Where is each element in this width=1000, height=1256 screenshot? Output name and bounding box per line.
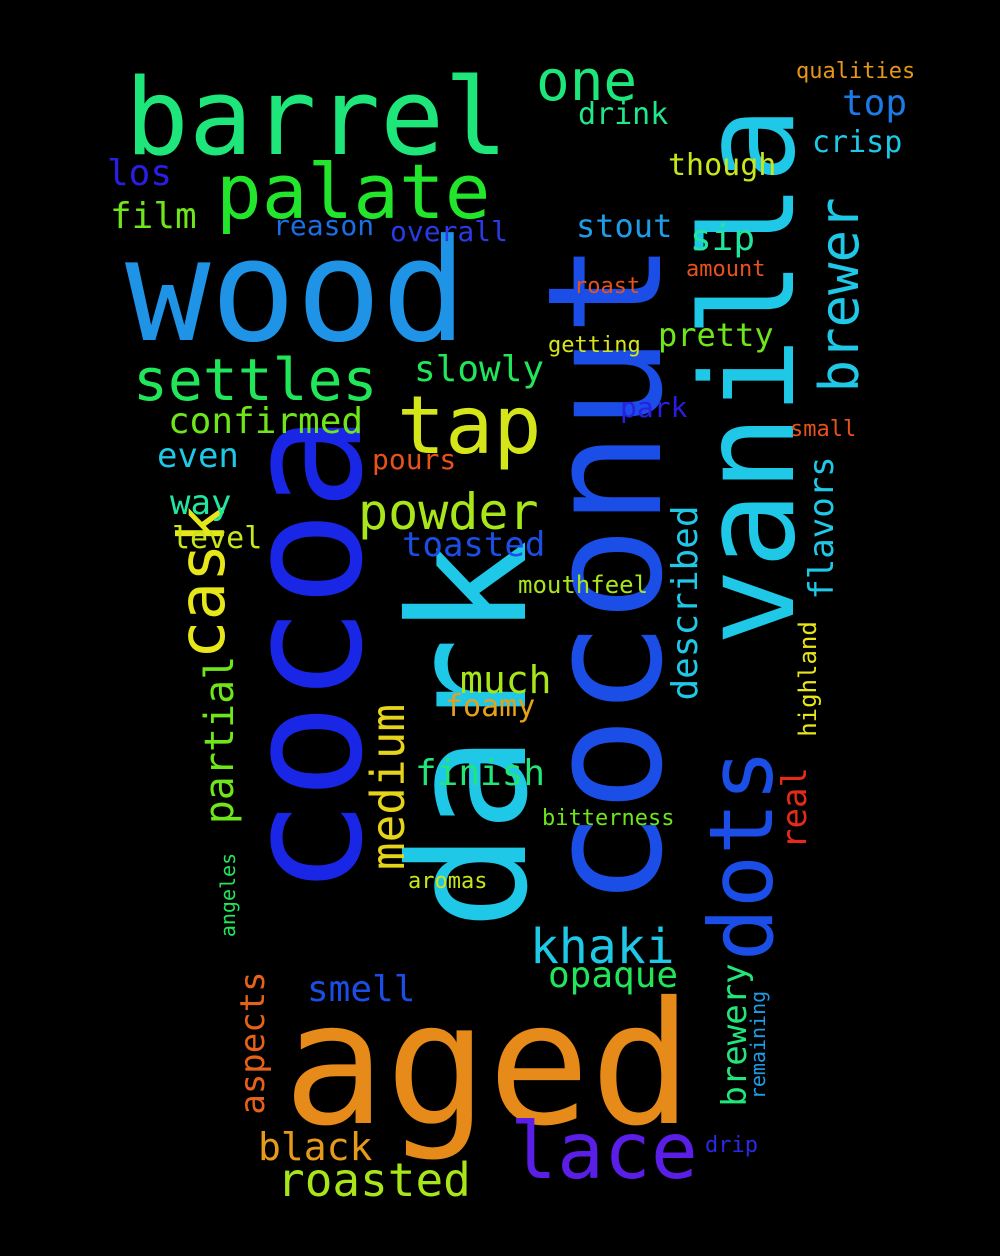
word-aspects: aspects — [233, 971, 273, 1115]
word-tap: tap — [397, 379, 542, 472]
word-settles: settles — [133, 346, 378, 414]
word-though: though — [668, 148, 777, 183]
word-way: way — [170, 483, 232, 523]
word-roasted: roasted — [277, 1153, 471, 1207]
word-remaining: remaining — [746, 990, 770, 1100]
word-opaque: opaque — [548, 955, 679, 996]
word-bitterness: bitterness — [542, 806, 675, 831]
word-flavors: flavors — [802, 456, 842, 600]
word-los: los — [107, 153, 173, 194]
word-lace: lace — [510, 1107, 698, 1197]
word-drip: drip — [705, 1133, 758, 1158]
word-slowly: slowly — [414, 349, 545, 390]
word-medium: medium — [361, 703, 415, 871]
word-roast: roast — [574, 274, 641, 299]
word-khaki: khaki — [530, 919, 675, 975]
word-even: even — [157, 436, 239, 476]
word-crisp: crisp — [812, 125, 903, 160]
word-sip: sip — [690, 218, 756, 259]
word-much: much — [460, 658, 552, 702]
word-highland: highland — [794, 621, 822, 737]
word-powder: powder — [358, 483, 539, 541]
word-aged: aged — [283, 966, 693, 1164]
word-small: small — [790, 417, 857, 442]
word-drink: drink — [578, 97, 669, 132]
word-aromas: aromas — [408, 869, 488, 894]
word-level: level — [172, 521, 263, 556]
word-top: top — [842, 83, 908, 124]
word-one: one — [536, 49, 638, 114]
word-wood: wood — [125, 209, 467, 374]
word-qualities: qualities — [796, 59, 916, 84]
word-barrel: barrel — [125, 56, 508, 179]
word-described: described — [665, 505, 706, 701]
word-confirmed: confirmed — [168, 401, 364, 442]
word-angeles: angeles — [216, 852, 240, 938]
word-palate: palate — [216, 147, 491, 236]
word-amount: amount — [686, 257, 766, 282]
word-park: park — [620, 391, 688, 424]
word-reason: reason — [273, 209, 375, 242]
word-mouthfeel: mouthfeel — [518, 571, 649, 599]
word-smell: smell — [307, 969, 416, 1010]
word-finish: finish — [415, 753, 546, 794]
word-stout: stout — [576, 207, 673, 245]
word-pours: pours — [372, 443, 457, 476]
word-dots: dots — [690, 749, 793, 961]
word-brewer: brewer — [808, 197, 871, 393]
word-toasted: toasted — [402, 525, 546, 565]
word-overall: overall — [390, 215, 509, 248]
word-black: black — [258, 1125, 373, 1169]
word-film: film — [110, 196, 197, 237]
word-foamy: foamy — [445, 689, 536, 724]
word-real: real — [775, 767, 815, 849]
word-getting: getting — [548, 333, 641, 358]
word-pretty: pretty — [658, 316, 774, 354]
word-partial: partial — [197, 655, 243, 825]
